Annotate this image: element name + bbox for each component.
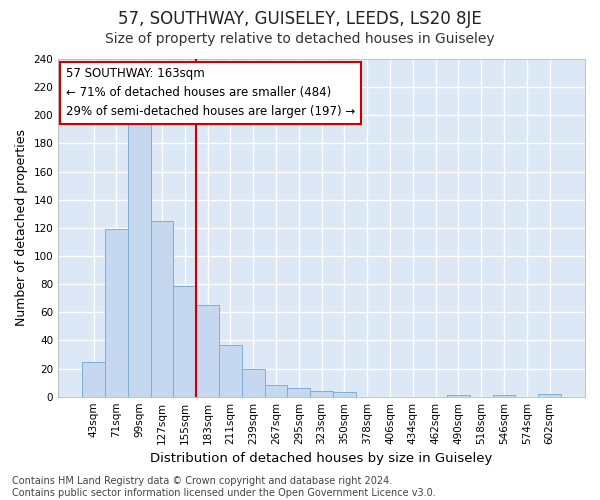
Bar bbox=[333, 392, 356, 396]
Bar bbox=[219, 344, 242, 397]
X-axis label: Distribution of detached houses by size in Guiseley: Distribution of detached houses by size … bbox=[151, 452, 493, 465]
Bar bbox=[242, 368, 265, 396]
Bar bbox=[538, 394, 561, 396]
Text: 57 SOUTHWAY: 163sqm
← 71% of detached houses are smaller (484)
29% of semi-detac: 57 SOUTHWAY: 163sqm ← 71% of detached ho… bbox=[66, 68, 355, 118]
Text: Size of property relative to detached houses in Guiseley: Size of property relative to detached ho… bbox=[105, 32, 495, 46]
Bar bbox=[173, 286, 196, 397]
Bar bbox=[128, 120, 151, 396]
Bar bbox=[82, 362, 105, 396]
Bar bbox=[310, 391, 333, 396]
Y-axis label: Number of detached properties: Number of detached properties bbox=[15, 130, 28, 326]
Bar bbox=[151, 221, 173, 396]
Bar bbox=[265, 386, 287, 396]
Bar bbox=[105, 229, 128, 396]
Text: 57, SOUTHWAY, GUISELEY, LEEDS, LS20 8JE: 57, SOUTHWAY, GUISELEY, LEEDS, LS20 8JE bbox=[118, 10, 482, 28]
Text: Contains HM Land Registry data © Crown copyright and database right 2024.
Contai: Contains HM Land Registry data © Crown c… bbox=[12, 476, 436, 498]
Bar bbox=[287, 388, 310, 396]
Bar bbox=[196, 305, 219, 396]
